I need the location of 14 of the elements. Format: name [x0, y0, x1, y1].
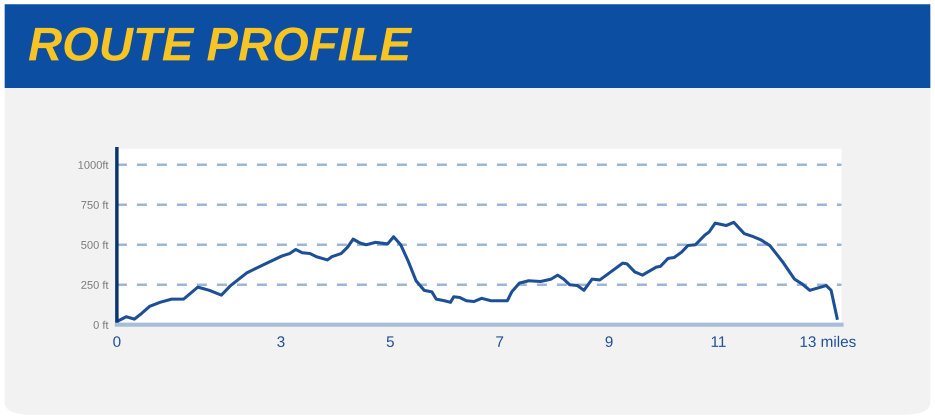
- y-tick-label: 500 ft: [81, 240, 108, 249]
- chart-title: ROUTE PROFILE: [28, 27, 412, 61]
- x-tick-label: 3: [277, 336, 285, 348]
- y-tick-label: 0 ft: [94, 320, 108, 329]
- x-tick-label: 9: [606, 336, 613, 348]
- y-tick-label: 1000ft: [78, 160, 108, 169]
- y-tick-label: 750 ft: [81, 200, 108, 209]
- x-tick-label: 5: [386, 336, 394, 348]
- x-tick-label: 7: [496, 336, 504, 347]
- line-series: [116, 220, 839, 324]
- y-tick-label: 250 ft: [81, 280, 108, 289]
- x-tick-label: 0: [113, 336, 121, 348]
- x-tick-label: 13 miles: [800, 336, 856, 348]
- x-tick-label: 11: [712, 336, 726, 347]
